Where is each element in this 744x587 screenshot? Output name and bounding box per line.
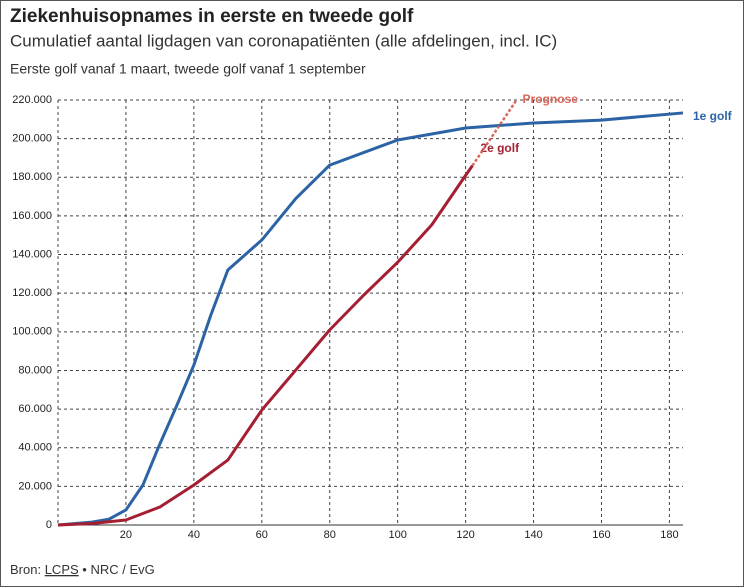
- source-prefix: Bron:: [10, 562, 41, 577]
- x-tick-label: 80: [324, 529, 336, 541]
- y-tick-label: 0: [46, 519, 52, 531]
- source-rest: • NRC / EvG: [82, 562, 154, 577]
- y-tick-label: 120.000: [12, 287, 52, 299]
- source: Bron: LCPS • NRC / EvG: [10, 562, 155, 577]
- x-tick-label: 60: [256, 529, 268, 541]
- plot: 0 20.000 40.000 60.000 80.000 100.000 120.000 1…: [12, 92, 732, 541]
- x-tick-label: 180: [660, 529, 678, 541]
- y-tick-label: 60.000: [18, 403, 52, 415]
- x-tick-label: 40: [188, 529, 200, 541]
- chart-note: Eerste golf vanaf 1 maart, tweede golf v…: [10, 61, 366, 77]
- y-tick-label: 100.000: [12, 326, 52, 338]
- chart-title: Ziekenhuisopnames in eerste en tweede go…: [10, 6, 414, 27]
- y-tick-label: 80.000: [18, 364, 52, 376]
- series-label: Prognose: [523, 92, 579, 106]
- x-tick-label: 120: [456, 529, 474, 541]
- chart-subtitle: Cumulatief aantal ligdagen van coronapat…: [10, 31, 557, 50]
- line-2: [471, 99, 518, 167]
- x-tick-label: 140: [524, 529, 542, 541]
- x-tick-label: 20: [120, 529, 132, 541]
- y-tick-label: 140.000: [12, 248, 52, 260]
- y-tick-label: 200.000: [12, 133, 52, 145]
- source-link[interactable]: LCPS: [45, 562, 79, 577]
- line-0: [57, 111, 684, 527]
- series-label: 2e golf: [480, 141, 520, 155]
- y-tick-label: 180.000: [12, 171, 52, 183]
- x-tick-label: 160: [592, 529, 610, 541]
- y-tick-label: 20.000: [18, 480, 52, 492]
- y-tick-label: 40.000: [18, 442, 52, 454]
- y-tick-label: 160.000: [12, 210, 52, 222]
- x-tick-label: 100: [388, 529, 406, 541]
- series-label: 1e golf: [693, 109, 733, 123]
- line-1: [57, 164, 474, 527]
- y-tick-label: 220.000: [12, 94, 52, 106]
